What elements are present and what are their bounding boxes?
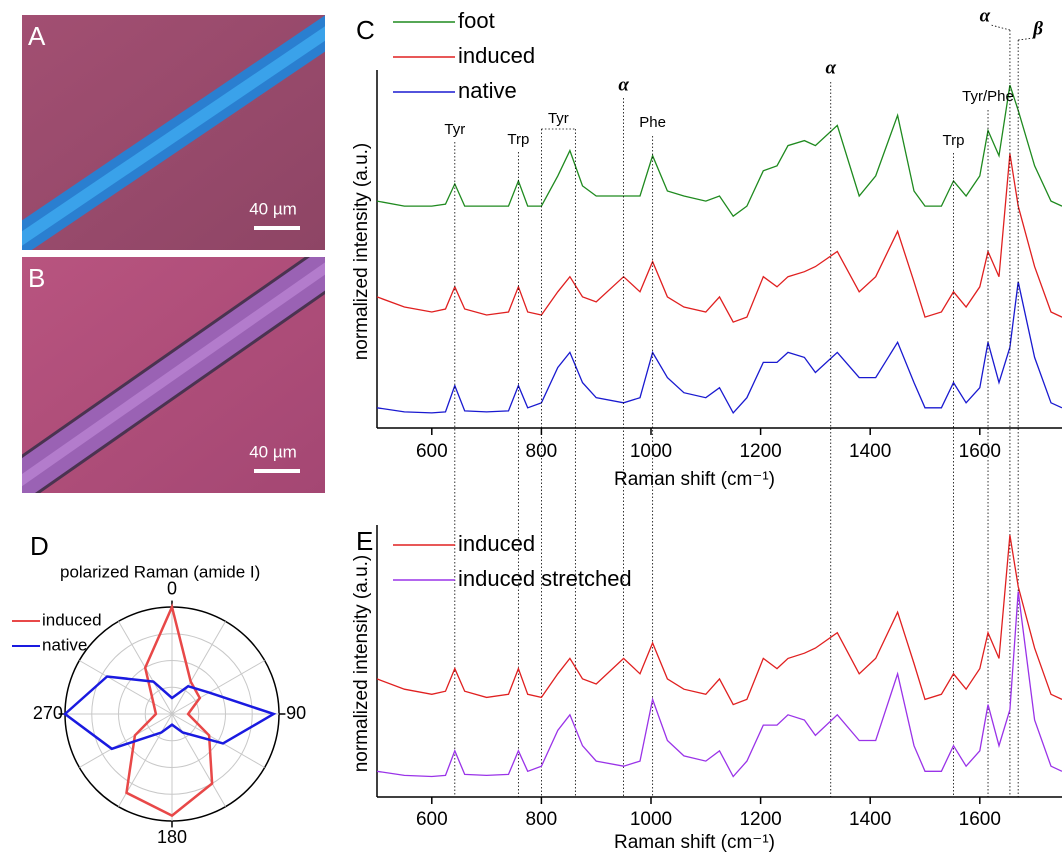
spectrum-line [376, 534, 1062, 706]
x-tick-label: 1400 [849, 809, 891, 830]
annotation-label: α [980, 5, 991, 26]
panel-label: B [28, 263, 45, 293]
annotation-label: Tyr/Phe [962, 88, 1014, 105]
micrograph-b [22, 257, 325, 493]
spectrum-line [376, 153, 1062, 323]
scale-bar-label: 40 µm [249, 199, 297, 218]
annotation-label: Trp [943, 132, 965, 149]
spectrum-line [376, 591, 1062, 778]
panel-label: E [356, 526, 373, 556]
annotation-label: Tyr [548, 110, 569, 127]
legend-label: induced [42, 610, 102, 629]
x-tick-label: 600 [416, 809, 448, 830]
scale-bar-label: 40 µm [249, 442, 297, 461]
legend-label: foot [458, 8, 495, 33]
chart-title: polarized Raman (amide I) [60, 562, 260, 581]
panel-label: D [30, 531, 49, 561]
x-tick-label: 1000 [630, 809, 672, 830]
spectrum-line [376, 84, 1062, 218]
grid-spoke [171, 660, 265, 715]
x-axis-label: Raman shift (cm⁻¹) [614, 469, 775, 490]
x-tick-label: 600 [416, 441, 448, 462]
x-tick-label: 1200 [739, 809, 781, 830]
annotation-label: Trp [507, 131, 529, 148]
panel-label: C [356, 15, 375, 45]
grid-spoke [171, 621, 226, 715]
annotation-leader [990, 24, 1011, 31]
x-tick-label: 1000 [630, 441, 672, 462]
legend-label: native [458, 78, 517, 103]
annotation-label: α [825, 57, 836, 78]
theta-tick-label: 180 [157, 827, 187, 847]
legend-label: induced [458, 531, 535, 556]
annotation-label: α [618, 74, 629, 95]
annotation-label: Phe [639, 114, 666, 131]
micrograph-a [22, 15, 325, 250]
grid-spoke [171, 713, 226, 807]
x-tick-label: 1400 [849, 441, 891, 462]
x-tick-label: 1200 [739, 441, 781, 462]
legend-label: native [42, 635, 87, 654]
annotation-label: Tyr [444, 121, 465, 138]
x-tick-label: 1600 [959, 441, 1001, 462]
x-axis-label: Raman shift (cm⁻¹) [614, 832, 775, 853]
grid-spoke [79, 660, 173, 715]
fiber-core [22, 26, 325, 246]
fiber-core [22, 262, 325, 487]
polar-series [63, 675, 277, 751]
spectrum-line [376, 281, 1062, 415]
theta-tick-label: 270 [33, 703, 63, 723]
polar-series [125, 603, 214, 818]
theta-tick-label: 90 [286, 703, 306, 723]
grid-spoke [79, 713, 173, 768]
annotation-label: β [1032, 18, 1043, 39]
legend-label: induced [458, 43, 535, 68]
y-axis-label: normalized intensity (a.u.) [351, 143, 372, 361]
y-axis-label: normalized intensity (a.u.) [351, 555, 372, 773]
legend-label: induced stretched [458, 566, 632, 591]
theta-tick-label: 0 [167, 579, 177, 599]
annotation-leader [1018, 37, 1035, 41]
x-tick-label: 800 [526, 809, 558, 830]
x-tick-label: 1600 [959, 809, 1001, 830]
grid-spoke [171, 713, 265, 768]
panel-label: A [28, 21, 46, 51]
